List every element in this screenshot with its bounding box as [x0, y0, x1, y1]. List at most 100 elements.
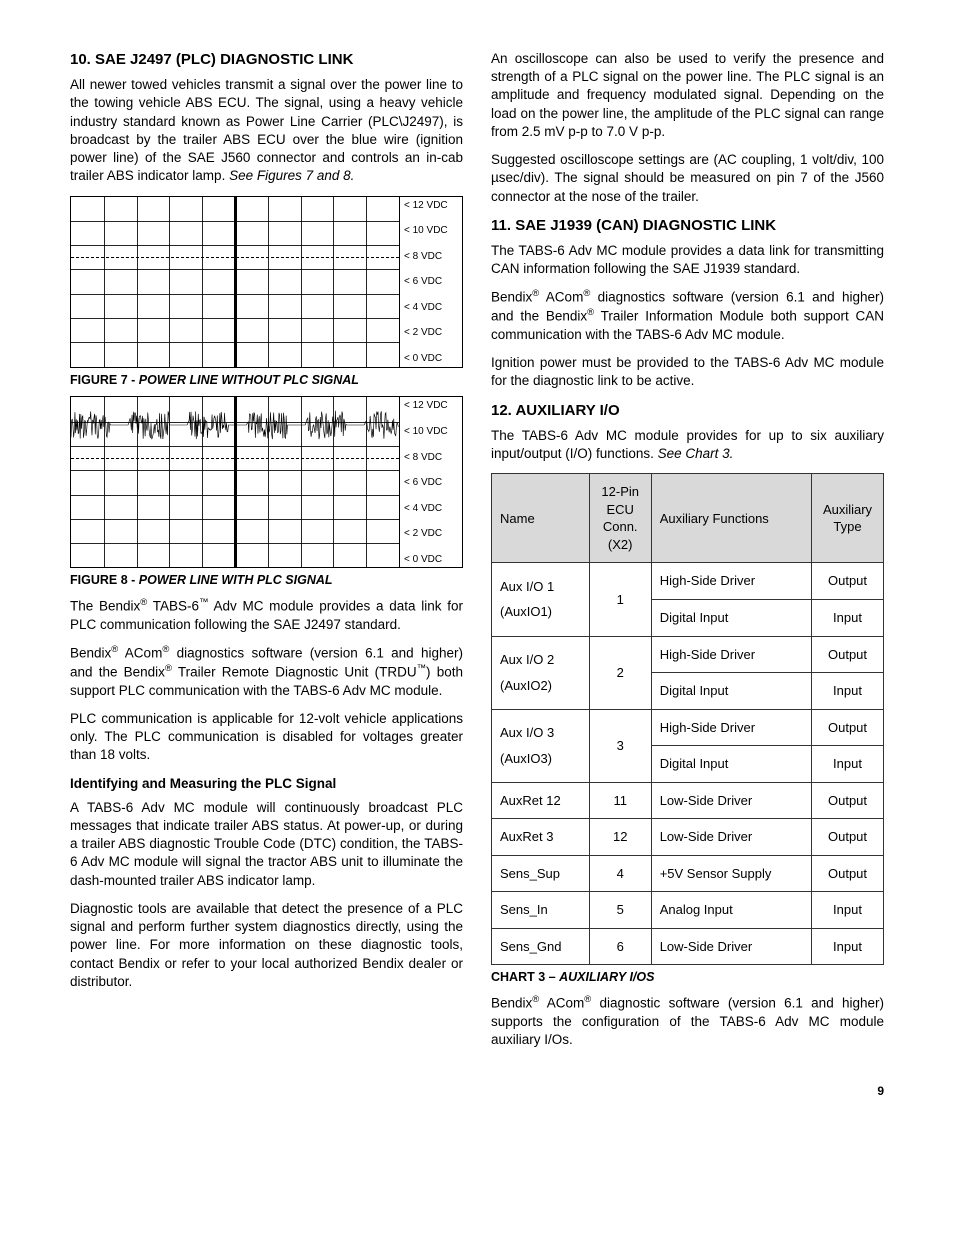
- text: The Bendix: [70, 599, 140, 614]
- cell-function: Digital Input: [651, 746, 811, 783]
- para-10-intro: All newer towed vehicles transmit a sign…: [70, 76, 463, 185]
- th-func: Auxiliary Functions: [651, 474, 811, 563]
- cell-type: Output: [812, 636, 884, 673]
- figure-8-pre: FIGURE 8: [70, 573, 128, 587]
- th-pin: 12-Pin ECU Conn. (X2): [589, 474, 651, 563]
- text: Bendix: [491, 996, 532, 1011]
- voltage-label: < 10 VDC: [404, 427, 458, 438]
- para-broadcast: A TABS-6 Adv MC module will continuously…: [70, 799, 463, 890]
- cell-function: +5V Sensor Supply: [651, 855, 811, 892]
- cell-type: Output: [812, 819, 884, 856]
- figure-7-voltage-labels: < 12 VDC< 10 VDC< 8 VDC< 6 VDC< 4 VDC< 2…: [400, 197, 462, 367]
- heading-10: 10. SAE J2497 (PLC) DIAGNOSTIC LINK: [70, 50, 463, 70]
- cell-pin: 1: [589, 563, 651, 636]
- voltage-label: < 12 VDC: [404, 401, 458, 412]
- figure-8-grid: [71, 397, 400, 567]
- cell-function: High-Side Driver: [651, 563, 811, 600]
- right-column: An oscilloscope can also be used to veri…: [491, 50, 884, 1059]
- figure-7-grid: [71, 197, 400, 367]
- cell-type: Input: [812, 746, 884, 783]
- cell-function: Low-Side Driver: [651, 782, 811, 819]
- cell-name: Aux I/O 1(AuxIO1): [492, 563, 590, 636]
- figure-7-pre: FIGURE 7: [70, 373, 128, 387]
- cell-pin: 4: [589, 855, 651, 892]
- cell-pin: 2: [589, 636, 651, 709]
- para-bendix-acom: Bendix® ACom® diagnostics software (vers…: [70, 644, 463, 700]
- figure-8-oscilloscope: < 12 VDC< 10 VDC< 8 VDC< 6 VDC< 4 VDC< 2…: [70, 396, 463, 568]
- heading-12: 12. AUXILIARY I/O: [491, 401, 884, 421]
- table-row: Aux I/O 3(AuxIO3)3High-Side DriverOutput: [492, 709, 884, 746]
- table-row: Sens_Gnd6Low-Side DriverInput: [492, 928, 884, 965]
- cell-type: Output: [812, 709, 884, 746]
- cell-type: Output: [812, 855, 884, 892]
- figure-7-dash: -: [128, 373, 139, 387]
- para-diag-tools: Diagnostic tools are available that dete…: [70, 900, 463, 991]
- para-can-acom: Bendix® ACom® diagnostics software (vers…: [491, 288, 884, 344]
- text: ACom: [539, 290, 583, 305]
- cell-pin: 12: [589, 819, 651, 856]
- figure-8-title: POWER LINE WITH PLC SIGNAL: [139, 573, 333, 587]
- text: ACom: [118, 646, 162, 661]
- chart-3-title: AUXILIARY I/OS: [559, 970, 654, 984]
- heading-11: 11. SAE J1939 (CAN) DIAGNOSTIC LINK: [491, 216, 884, 236]
- cell-name: Sens_In: [492, 892, 590, 929]
- voltage-label: < 2 VDC: [404, 529, 458, 540]
- cell-name: Sens_Gnd: [492, 928, 590, 965]
- cell-function: High-Side Driver: [651, 636, 811, 673]
- cell-function: Digital Input: [651, 599, 811, 636]
- figure-8-dash: -: [128, 573, 139, 587]
- cell-type: Input: [812, 599, 884, 636]
- para-bendix-tabs6: The Bendix® TABS-6™ Adv MC module provid…: [70, 597, 463, 634]
- para-ignition-power: Ignition power must be provided to the T…: [491, 354, 884, 390]
- table-row: AuxRet 312Low-Side DriverOutput: [492, 819, 884, 856]
- cell-pin: 3: [589, 709, 651, 782]
- see-figures-ref: See Figures 7 and 8.: [229, 168, 354, 183]
- para-oscilloscope-verify: An oscilloscope can also be used to veri…: [491, 50, 884, 141]
- chart-3-pre: CHART 3 –: [491, 970, 559, 984]
- subheading-plc-signal: Identifying and Measuring the PLC Signal: [70, 775, 463, 793]
- text: ACom: [539, 996, 584, 1011]
- cell-type: Input: [812, 892, 884, 929]
- para-can-datalink: The TABS-6 Adv MC module provides a data…: [491, 242, 884, 278]
- text: Bendix: [70, 646, 111, 661]
- figure-8-caption: FIGURE 8 - POWER LINE WITH PLC SIGNAL: [70, 572, 463, 589]
- table-header-row: Name 12-Pin ECU Conn. (X2) Auxiliary Fun…: [492, 474, 884, 563]
- voltage-label: < 6 VDC: [404, 277, 458, 288]
- voltage-label: < 8 VDC: [404, 453, 458, 464]
- figure-7-oscilloscope: < 12 VDC< 10 VDC< 8 VDC< 6 VDC< 4 VDC< 2…: [70, 196, 463, 368]
- cell-name: AuxRet 3: [492, 819, 590, 856]
- table-row: AuxRet 1211Low-Side DriverOutput: [492, 782, 884, 819]
- voltage-label: < 12 VDC: [404, 201, 458, 212]
- th-type: Auxiliary Type: [812, 474, 884, 563]
- cell-type: Input: [812, 928, 884, 965]
- cell-type: Output: [812, 782, 884, 819]
- figure-7-caption: FIGURE 7 - POWER LINE WITHOUT PLC SIGNAL: [70, 372, 463, 389]
- cell-type: Output: [812, 563, 884, 600]
- text: TABS-6: [147, 599, 199, 614]
- para-acom-config: Bendix® ACom® diagnostic software (versi…: [491, 994, 884, 1049]
- cell-function: High-Side Driver: [651, 709, 811, 746]
- voltage-label: < 4 VDC: [404, 303, 458, 314]
- th-name: Name: [492, 474, 590, 563]
- text: Trailer Remote Diagnostic Unit (TRDU: [172, 664, 417, 679]
- text: Bendix: [491, 290, 532, 305]
- voltage-label: < 10 VDC: [404, 226, 458, 237]
- tm-mark: ™: [417, 663, 426, 674]
- reg-mark: ®: [165, 663, 172, 674]
- cell-name: Sens_Sup: [492, 855, 590, 892]
- cell-type: Input: [812, 673, 884, 710]
- cell-function: Digital Input: [651, 673, 811, 710]
- aux-io-table: Name 12-Pin ECU Conn. (X2) Auxiliary Fun…: [491, 473, 884, 965]
- voltage-label: < 6 VDC: [404, 478, 458, 489]
- figure-7-title: POWER LINE WITHOUT PLC SIGNAL: [139, 373, 359, 387]
- para-oscilloscope-settings: Suggested oscilloscope settings are (AC …: [491, 151, 884, 206]
- voltage-label: < 0 VDC: [404, 354, 458, 365]
- page-columns: 10. SAE J2497 (PLC) DIAGNOSTIC LINK All …: [70, 50, 884, 1059]
- cell-pin: 5: [589, 892, 651, 929]
- figure-8-voltage-labels: < 12 VDC< 10 VDC< 8 VDC< 6 VDC< 4 VDC< 2…: [400, 397, 462, 567]
- table-row: Sens_Sup4+5V Sensor SupplyOutput: [492, 855, 884, 892]
- cell-name: AuxRet 12: [492, 782, 590, 819]
- left-column: 10. SAE J2497 (PLC) DIAGNOSTIC LINK All …: [70, 50, 463, 1059]
- para-plc-12v: PLC communication is applicable for 12-v…: [70, 710, 463, 765]
- cell-function: Low-Side Driver: [651, 819, 811, 856]
